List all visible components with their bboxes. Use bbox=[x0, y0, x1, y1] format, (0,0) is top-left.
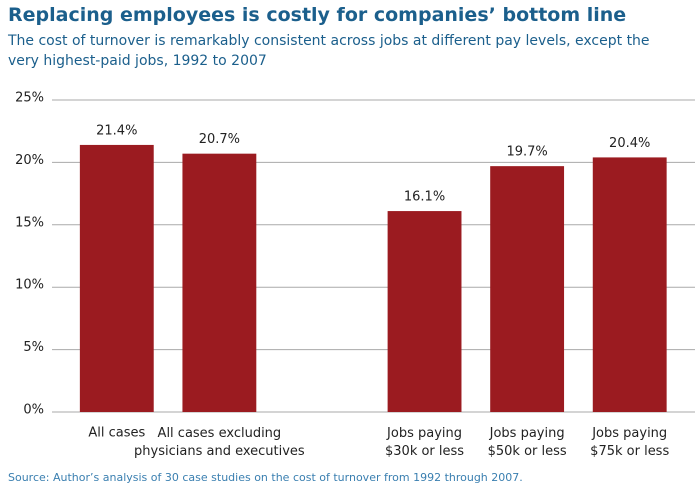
value-label: 20.7% bbox=[199, 132, 240, 147]
y-tick-label: 10% bbox=[15, 278, 44, 293]
y-tick-label: 15% bbox=[15, 215, 44, 230]
y-tick-label: 20% bbox=[15, 153, 44, 168]
bar bbox=[592, 157, 667, 412]
value-label: 19.7% bbox=[506, 145, 547, 160]
value-label: 21.4% bbox=[96, 123, 137, 138]
y-tick-label: 25% bbox=[15, 91, 44, 106]
value-label: 20.4% bbox=[609, 136, 650, 151]
chart-subtitle: The cost of turnover is remarkably consi… bbox=[8, 33, 650, 69]
x-tick-label: Jobs paying $50k or less bbox=[488, 426, 567, 459]
bar bbox=[79, 144, 154, 413]
bar bbox=[387, 211, 462, 412]
chart-title: Replacing employees is costly for compan… bbox=[8, 4, 627, 26]
bar bbox=[182, 153, 257, 412]
x-tick-label: Jobs paying $30k or less bbox=[385, 426, 464, 459]
source-note: Source: Author’s analysis of 30 case stu… bbox=[8, 471, 523, 484]
x-tick-label: All cases bbox=[88, 426, 145, 441]
x-tick-label: All cases excluding physicians and execut… bbox=[134, 426, 305, 459]
value-label: 16.1% bbox=[404, 190, 445, 205]
bar bbox=[490, 166, 565, 412]
y-tick-label: 0% bbox=[23, 403, 44, 418]
x-tick-label: Jobs paying $75k or less bbox=[590, 426, 669, 459]
y-tick-label: 5% bbox=[23, 340, 44, 355]
